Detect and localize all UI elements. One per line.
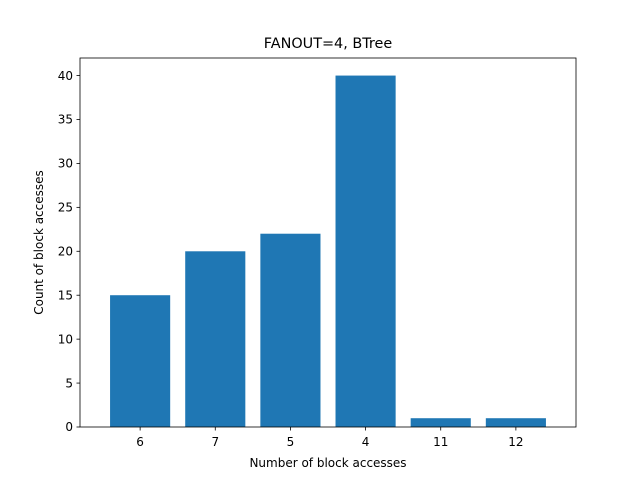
- x-tick-label: 4: [362, 435, 370, 449]
- y-tick-label: 0: [65, 420, 73, 434]
- x-tick-label: 6: [136, 435, 144, 449]
- x-tick-label: 5: [287, 435, 295, 449]
- y-tick-label: 30: [58, 157, 73, 171]
- x-axis-ticks: 6 7 5 4 11 12: [136, 427, 524, 449]
- bar-6: [110, 295, 171, 427]
- x-axis-label: Number of block accesses: [249, 456, 406, 470]
- y-axis-label: Count of block accesses: [32, 170, 46, 315]
- y-tick-label: 40: [58, 69, 73, 83]
- x-tick-label: 12: [508, 435, 523, 449]
- bars-group: [110, 75, 546, 427]
- y-tick-label: 5: [65, 376, 73, 390]
- chart-title: FANOUT=4, BTree: [264, 36, 393, 52]
- y-tick-label: 20: [58, 244, 73, 258]
- plot-frame: [79, 57, 577, 428]
- x-tick-label: 7: [211, 435, 219, 449]
- bar-5: [260, 233, 321, 427]
- y-tick-label: 25: [58, 201, 73, 215]
- bar-12: [485, 418, 546, 427]
- y-axis-ticks: 0 5 10 15 20 25 30 35 40: [58, 69, 80, 434]
- bar-4: [335, 75, 396, 427]
- bar-11: [410, 418, 471, 427]
- y-tick-label: 10: [58, 332, 73, 346]
- x-tick-label: 11: [433, 435, 448, 449]
- bar-7: [185, 251, 246, 427]
- y-tick-label: 35: [58, 113, 73, 127]
- y-tick-label: 15: [58, 288, 73, 302]
